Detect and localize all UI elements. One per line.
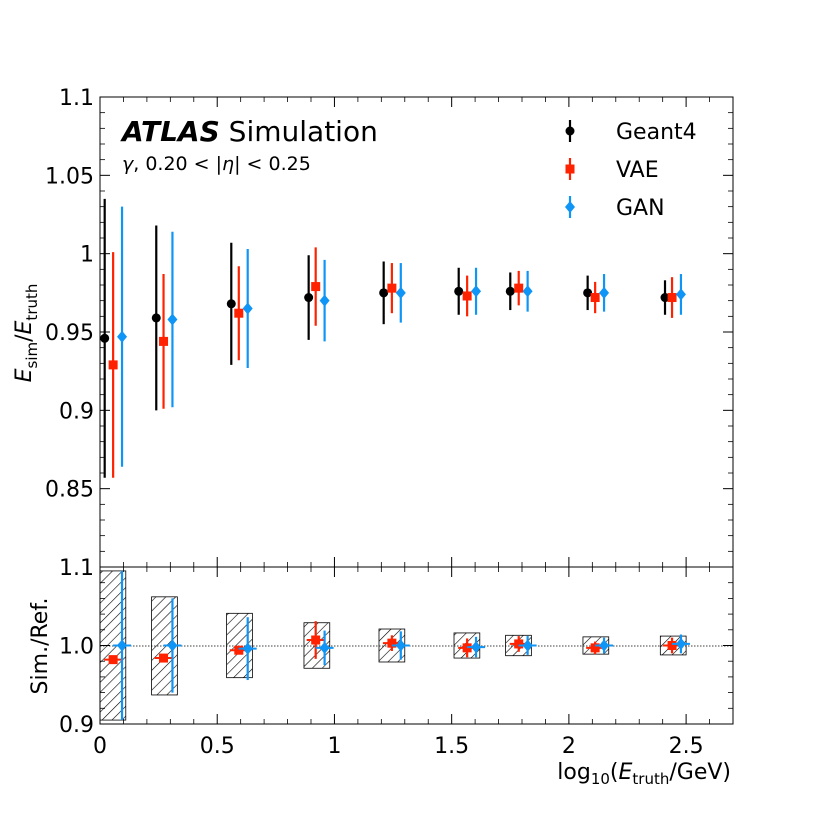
ylabel-sim-sub: sim (23, 342, 41, 369)
ratio-data-points (104, 570, 690, 721)
data-point-gan (242, 302, 253, 315)
main-data-points (100, 198, 686, 478)
x-tick-label: 0.5 (200, 734, 235, 759)
subtitle-tail: | < 0.25 (234, 153, 311, 175)
x-tick-label: 2.5 (669, 734, 704, 759)
ratio-point-gan (117, 639, 128, 652)
ratio-point-gan (319, 641, 330, 654)
ratio-point-gan (675, 637, 686, 650)
subtitle-eta: η (222, 153, 234, 175)
ratio-point-vae (234, 645, 244, 655)
ratio-point-gan (167, 639, 178, 652)
data-point-vae (462, 291, 472, 301)
main-y-tick-label: 1 (80, 243, 94, 268)
ratio-point-vae (159, 653, 169, 663)
data-point-geant4 (151, 313, 161, 323)
legend-marker-gan (565, 201, 575, 213)
xlabel-log: log (557, 760, 591, 785)
main-y-axis: 0.85 0.9 0.95 1 1.05 1.1 (45, 86, 733, 552)
data-point-geant4 (454, 286, 464, 296)
data-point-vae (387, 283, 397, 293)
data-point-gan (319, 294, 330, 307)
legend-label-vae: VAE (616, 158, 659, 183)
atlas-simulation: Simulation (220, 115, 378, 148)
xlabel-unit: /GeV) (669, 760, 731, 785)
data-point-vae (311, 282, 321, 292)
ratio-point-vae (108, 655, 118, 665)
ylabel-e-sim: E (12, 368, 37, 382)
data-point-gan (395, 286, 406, 299)
main-y-tick-label: 0.85 (45, 478, 94, 503)
data-point-gan (522, 285, 533, 298)
ratio-y-axis-label: Sim./Ref. (28, 598, 53, 695)
data-point-vae (159, 336, 169, 346)
main-y-tick-label: 0.9 (59, 399, 94, 424)
data-point-gan (167, 313, 178, 326)
xlabel-open: ( (610, 760, 619, 785)
ratio-point-vae (311, 635, 321, 645)
x-tick-label: 0 (93, 734, 107, 759)
ratio-point-gan (522, 639, 533, 652)
x-tick-label: 2 (562, 734, 576, 759)
main-y-tick-label: 1.1 (59, 86, 94, 111)
legend: Geant4 VAE GAN (565, 120, 697, 221)
ratio-y-tick-label: 1.0 (59, 635, 94, 660)
ratio-point-vae (514, 639, 524, 649)
legend-marker-geant4 (565, 126, 575, 136)
data-point-vae (108, 360, 118, 370)
ylabel-e-truth: E (12, 320, 37, 334)
x-axis: 0 0.5 1 1.5 2 2.5 (93, 97, 710, 759)
ratio-point-gan (599, 639, 610, 652)
main-y-tick-label: 1.05 (45, 164, 94, 189)
atlas-bold: ATLAS (120, 115, 220, 148)
data-point-vae (514, 283, 524, 293)
subtitle-label: γ, 0.20 < |η| < 0.25 (122, 153, 311, 175)
data-point-geant4 (226, 299, 236, 309)
data-point-geant4 (505, 286, 515, 296)
ratio-point-vae (387, 638, 397, 648)
x-axis-label: log10(Etruth/GeV) (557, 760, 731, 788)
legend-label-gan: GAN (616, 196, 665, 221)
data-point-geant4 (100, 333, 110, 343)
data-point-geant4 (583, 288, 593, 298)
ratio-y-tick-label: 0.9 (59, 713, 94, 738)
data-point-gan (471, 285, 482, 298)
x-tick-label: 1 (327, 734, 341, 759)
subtitle-text: , 0.20 < | (133, 153, 222, 175)
data-point-geant4 (379, 288, 389, 298)
ratio-y-tick-label: 1.1 (59, 556, 94, 581)
x-tick-label: 1.5 (434, 734, 469, 759)
main-y-axis-label: Esim/Etruth (12, 284, 41, 383)
data-point-gan (599, 286, 610, 299)
xlabel-truth-sub: truth (632, 770, 669, 788)
ratio-y-axis: 0.9 1.0 1.1 (59, 556, 733, 738)
ylabel-slash: / (12, 334, 37, 342)
ratio-panel-frame (99, 566, 734, 725)
ratio-point-gan (395, 639, 406, 652)
ratio-point-gan (242, 642, 253, 655)
data-point-geant4 (304, 293, 314, 303)
data-point-geant4 (660, 293, 670, 303)
xlabel-e: E (619, 760, 633, 785)
ratio-point-vae (667, 641, 677, 650)
subtitle-particle: γ (122, 153, 135, 175)
ratio-point-gan (471, 641, 482, 654)
ylabel-truth-sub: truth (23, 284, 41, 321)
data-point-vae (590, 293, 600, 303)
legend-marker-vae (565, 164, 575, 174)
data-point-vae (234, 308, 244, 318)
data-point-gan (117, 330, 128, 343)
xlabel-log-sub: 10 (591, 770, 610, 788)
ratio-point-vae (590, 643, 600, 653)
legend-label-geant4: Geant4 (616, 120, 697, 145)
data-point-vae (667, 293, 677, 303)
main-y-tick-label: 0.95 (45, 321, 94, 346)
data-point-gan (675, 288, 686, 301)
atlas-label: ATLAS Simulation (120, 115, 378, 148)
